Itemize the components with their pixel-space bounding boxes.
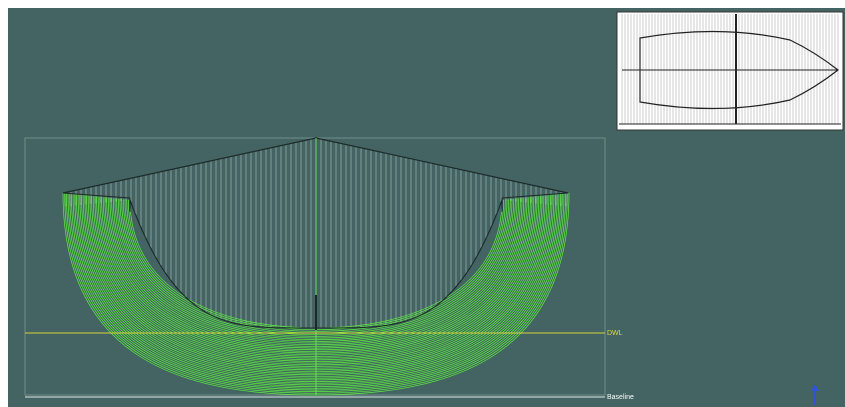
baseline-label: Baseline [607,394,634,401]
plan-inset [617,12,843,130]
hull-view: DWL Baseline [0,0,845,407]
dwl-label: DWL [607,330,623,337]
